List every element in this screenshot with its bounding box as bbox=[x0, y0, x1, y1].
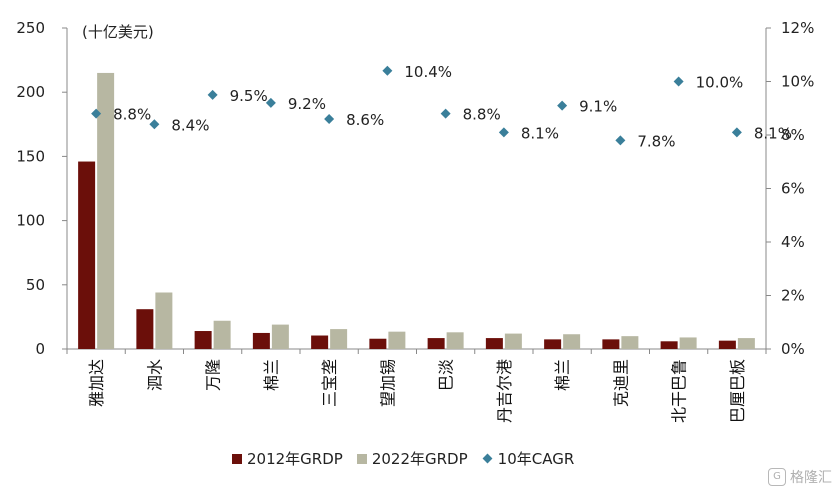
cagr-marker bbox=[673, 76, 684, 87]
left-tick-label: 50 bbox=[26, 276, 45, 294]
bar-2012 bbox=[136, 309, 154, 349]
legend-item-cagr: 10年CAGR bbox=[482, 448, 575, 469]
bar-2022 bbox=[737, 338, 755, 349]
bar-2012 bbox=[544, 339, 562, 349]
category-label: 巴淡 bbox=[437, 359, 456, 391]
cagr-data-label: 8.1% bbox=[521, 124, 559, 142]
bar-2012 bbox=[78, 161, 96, 349]
left-tick-label: 100 bbox=[16, 212, 45, 230]
cagr-data-label: 7.8% bbox=[637, 132, 675, 150]
chart-legend: 2012年GRDP 2022年GRDP 10年CAGR bbox=[232, 448, 588, 469]
left-tick-label: 150 bbox=[16, 147, 45, 165]
right-tick-label: 12% bbox=[781, 19, 814, 37]
legend-swatch-2012 bbox=[232, 453, 242, 464]
bar-2012 bbox=[485, 338, 503, 349]
bar-2012 bbox=[311, 335, 329, 349]
unit-label: (十亿美元) bbox=[82, 23, 154, 41]
bar-2022 bbox=[679, 337, 697, 349]
bar-2012 bbox=[718, 340, 736, 349]
legend-item-2022: 2022年GRDP bbox=[356, 448, 468, 469]
right-tick-label: 8% bbox=[781, 126, 805, 144]
cagr-data-label: 8.1% bbox=[754, 124, 792, 142]
category-label: 棉兰 bbox=[553, 359, 572, 391]
bar-2022 bbox=[563, 334, 581, 349]
bar-2022 bbox=[446, 332, 464, 349]
category-label: 克迪里 bbox=[611, 359, 630, 407]
bar-2012 bbox=[252, 332, 270, 349]
bar-2012 bbox=[427, 338, 445, 349]
category-label: 万隆 bbox=[204, 359, 223, 391]
gelonghui-logo-icon: G bbox=[768, 468, 786, 486]
cagr-marker bbox=[91, 108, 102, 119]
category-label: 雅加达 bbox=[87, 359, 106, 407]
legend-label-2012: 2012年GRDP bbox=[247, 450, 343, 468]
cagr-data-label: 10.4% bbox=[404, 63, 452, 81]
bar-2012 bbox=[602, 339, 620, 349]
left-tick-label: 0 bbox=[35, 340, 45, 358]
bar-2012 bbox=[369, 338, 387, 349]
bar-2022 bbox=[213, 320, 231, 349]
cagr-marker bbox=[207, 89, 218, 100]
cagr-data-label: 8.4% bbox=[171, 116, 209, 134]
bar-2012 bbox=[194, 331, 212, 349]
cagr-data-label: 10.0% bbox=[696, 74, 744, 92]
bar-2022 bbox=[97, 72, 115, 349]
category-label: 巴厘巴板 bbox=[728, 359, 747, 423]
category-label: 三宝垄 bbox=[320, 359, 339, 407]
cagr-marker bbox=[324, 113, 335, 124]
right-tick-label: 2% bbox=[781, 287, 805, 305]
category-label: 泗水 bbox=[145, 359, 164, 391]
cagr-data-label: 9.2% bbox=[288, 95, 326, 113]
cagr-marker bbox=[557, 100, 568, 111]
category-label: 北干巴鲁 bbox=[670, 359, 689, 423]
right-tick-label: 10% bbox=[781, 73, 814, 91]
cagr-marker bbox=[615, 135, 626, 146]
right-tick-label: 6% bbox=[781, 180, 805, 198]
bar-2022 bbox=[504, 333, 522, 349]
right-tick-label: 0% bbox=[781, 340, 805, 358]
legend-swatch-2022 bbox=[356, 453, 367, 464]
bar-2022 bbox=[155, 292, 173, 349]
right-tick-label: 4% bbox=[781, 233, 805, 251]
cagr-marker bbox=[498, 127, 509, 138]
category-label: 棉兰 bbox=[262, 359, 281, 391]
cagr-data-label: 9.1% bbox=[579, 98, 617, 116]
bar-2022 bbox=[330, 329, 348, 349]
cagr-data-label: 8.6% bbox=[346, 111, 384, 129]
legend-item-2012: 2012年GRDP bbox=[232, 448, 343, 469]
cagr-marker bbox=[440, 108, 451, 119]
legend-label-2022: 2022年GRDP bbox=[371, 450, 468, 468]
watermark-text: 格隆汇 bbox=[790, 470, 832, 486]
watermark: G 格隆汇 bbox=[768, 467, 832, 487]
cagr-marker bbox=[149, 119, 160, 130]
legend-diamond-cagr bbox=[482, 453, 493, 464]
bar-2022 bbox=[621, 336, 639, 349]
left-tick-label: 250 bbox=[16, 19, 45, 37]
bar-2022 bbox=[388, 331, 406, 349]
cagr-data-label: 9.5% bbox=[230, 87, 268, 105]
bar-2012 bbox=[660, 341, 678, 349]
category-label: 望加锡 bbox=[378, 359, 397, 407]
left-tick-label: 200 bbox=[16, 83, 45, 101]
cagr-data-label: 8.8% bbox=[463, 106, 501, 124]
category-label: 丹吉尔港 bbox=[495, 359, 514, 423]
cagr-marker bbox=[731, 127, 742, 138]
cagr-data-label: 8.8% bbox=[113, 106, 151, 124]
cagr-marker bbox=[382, 65, 393, 76]
legend-label-cagr: 10年CAGR bbox=[497, 450, 575, 468]
cagr-marker bbox=[265, 97, 276, 108]
bar-2022 bbox=[271, 324, 289, 349]
